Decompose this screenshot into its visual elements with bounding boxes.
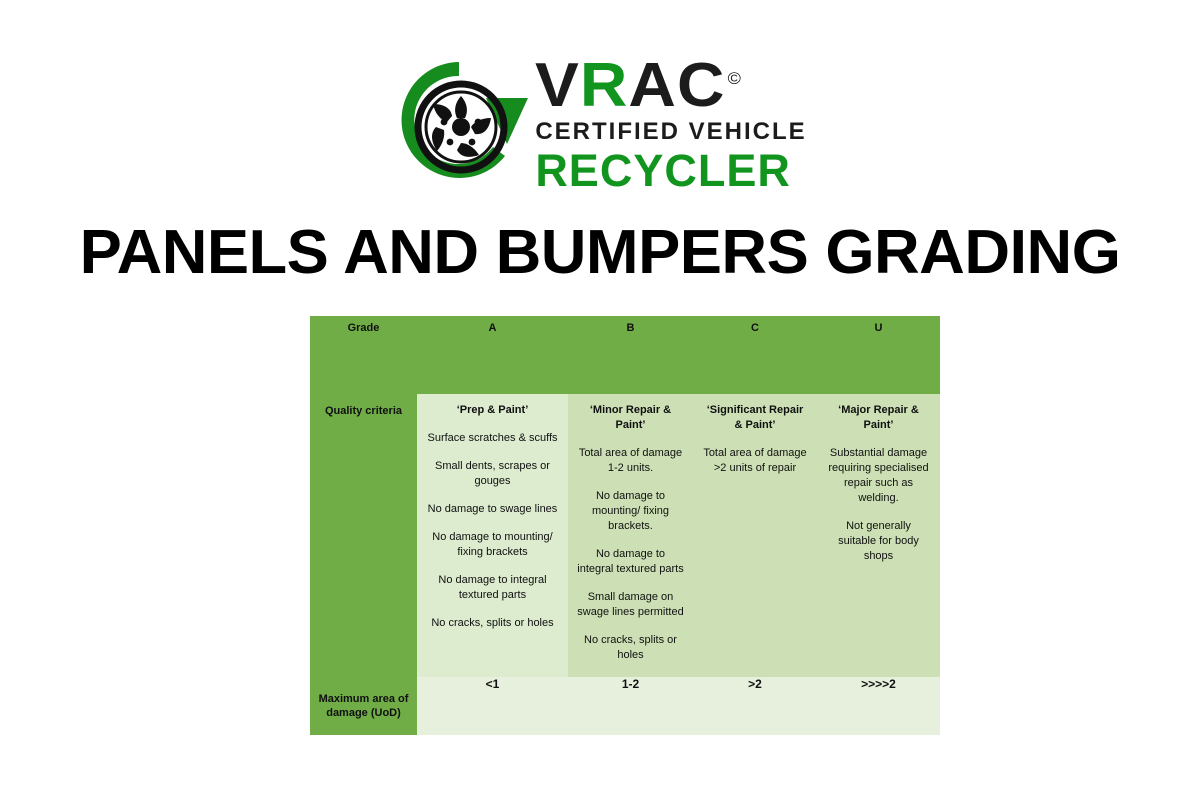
- cell-a-line-0: Surface scratches & scuffs: [427, 432, 558, 444]
- cell-max-area-u: >>>>2: [817, 677, 940, 735]
- cell-u-line-0: Substantial damage requiring specialised…: [828, 447, 929, 504]
- cell-quality-criteria-b: ‘Minor Repair & Paint’ Total area of dam…: [568, 394, 693, 677]
- cell-max-area-b: 1-2: [568, 677, 693, 735]
- cell-max-area-a: <1: [417, 677, 568, 735]
- cell-quality-criteria-a: ‘Prep & Paint’ Surface scratches & scuff…: [417, 394, 568, 677]
- copyright-icon: ©: [727, 69, 742, 89]
- cell-a-line-2: No damage to swage lines: [427, 503, 558, 515]
- cell-a-heading: ‘Prep & Paint’: [456, 404, 529, 416]
- cell-u-heading: ‘Major Repair & Paint’: [838, 404, 919, 431]
- cell-a-line-1: Small dents, scrapes or gouges: [435, 460, 550, 487]
- logo-letters-ac: AC: [628, 51, 726, 120]
- logo-vrac-text: VRAC ©: [535, 55, 742, 117]
- rowlabel-maximum-area-of-damage: Maximum area of damage (UoD): [310, 677, 417, 735]
- cell-c-line-0: Total area of damage >2 units of repair: [703, 447, 807, 474]
- cell-quality-criteria-u: ‘Major Repair & Paint’ Substantial damag…: [817, 394, 940, 677]
- cell-quality-criteria-c: ‘Significant Repair & Paint’ Total area …: [693, 394, 817, 677]
- cell-a-line-4: No damage to integral textured parts: [438, 574, 547, 601]
- cell-a-line-5: No cracks, splits or holes: [431, 617, 554, 629]
- table-row-maximum-area: Maximum area of damage (UoD) <1 1-2 >2 >…: [310, 677, 940, 735]
- header-grade-label: Grade: [310, 316, 417, 394]
- recycle-wheel-icon: [401, 62, 529, 178]
- cell-c-heading: ‘Significant Repair & Paint’: [706, 404, 804, 431]
- cell-b-line-1: No damage to mounting/ fixing brackets.: [591, 490, 670, 532]
- cell-b-heading: ‘Minor Repair & Paint’: [589, 404, 672, 431]
- page-title: PANELS AND BUMPERS GRADING: [79, 218, 1121, 287]
- logo-letter-v: V: [535, 51, 581, 120]
- header-grade-a: A: [417, 316, 568, 394]
- cell-max-area-c: >2: [693, 677, 817, 735]
- logo-wordmark: VRAC © CERTIFIED VEHICLE RECYCLER: [535, 52, 806, 194]
- logo-inner: VRAC © CERTIFIED VEHICLE RECYCLER: [393, 52, 806, 194]
- cell-b-line-2: No damage to integral textured parts: [577, 548, 684, 575]
- header-grade-u: U: [817, 316, 940, 394]
- brand-logo: VRAC © CERTIFIED VEHICLE RECYCLER: [0, 52, 1200, 202]
- table-header-row: Grade A B C U: [310, 316, 940, 394]
- cell-a-line-3: No damage to mounting/ fixing brackets: [432, 531, 553, 558]
- panels-bumpers-grading-table: Grade A B C U Quality criteria ‘Prep & P…: [310, 316, 940, 735]
- cell-b-line-3: Small damage on swage lines permitted: [577, 591, 684, 618]
- cell-b-line-4: No cracks, splits or holes: [584, 634, 677, 661]
- logo-tagline-recycler: RECYCLER: [535, 145, 791, 196]
- header-grade-c: C: [693, 316, 817, 394]
- table-row-quality-criteria: Quality criteria ‘Prep & Paint’ Surface …: [310, 394, 940, 677]
- rowlabel-quality-criteria: Quality criteria: [310, 394, 417, 677]
- cell-b-line-0: Total area of damage 1-2 units.: [578, 447, 683, 474]
- cell-u-line-1: Not generally suitable for body shops: [838, 520, 919, 562]
- logo-letter-r: R: [580, 51, 629, 120]
- logo-tagline-certified-vehicle: CERTIFIED VEHICLE: [535, 118, 807, 145]
- header-grade-b: B: [568, 316, 693, 394]
